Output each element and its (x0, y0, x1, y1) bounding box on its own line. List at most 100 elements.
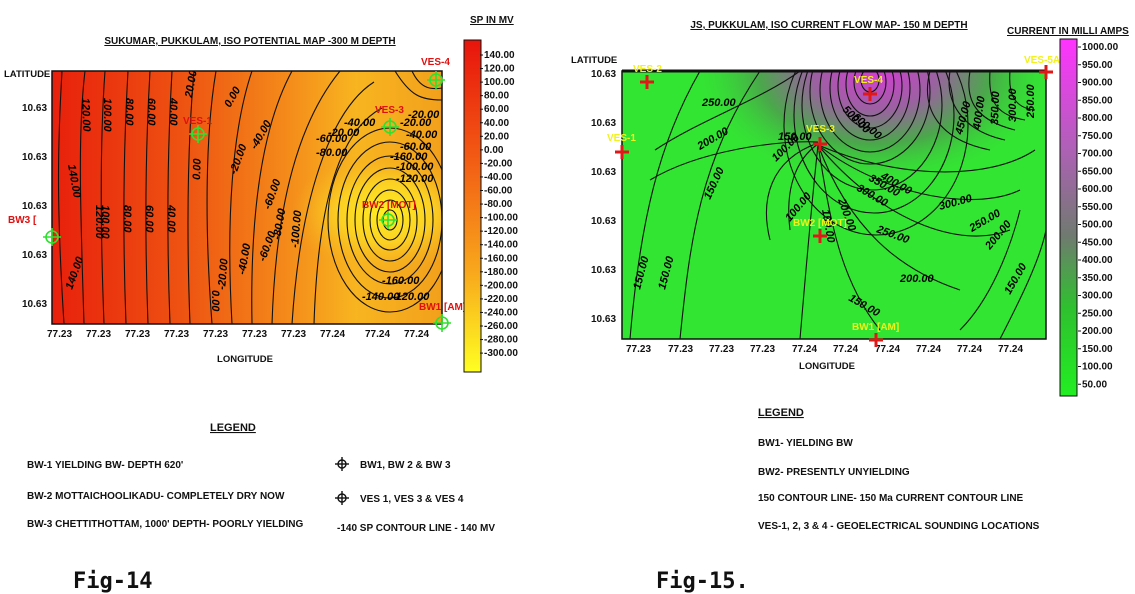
x-tick: 77.24 (792, 344, 817, 355)
y-tick: 10.63 (22, 152, 47, 163)
contour-label: -40.00 (236, 242, 253, 276)
x-tick: 77.24 (833, 344, 858, 355)
legend-item: BW1- YIELDING BW (758, 438, 853, 449)
x-tick: 77.23 (164, 329, 189, 340)
point-marker-ves5a (1039, 65, 1053, 79)
fig14-caption: Fig-14 (73, 569, 152, 594)
scale-label: -140.00 (484, 240, 518, 251)
point-marker-bw1 (433, 314, 451, 332)
scale-label: 150.00 (1082, 344, 1113, 355)
scale-label: -20.00 (484, 158, 513, 169)
legend-symbol-label: -140 SP CONTOUR LINE - 140 MV (337, 523, 495, 534)
contour-label: 300.00 (1007, 87, 1019, 122)
scale-label: -260.00 (484, 321, 518, 332)
contour-label: -160.00 (390, 151, 428, 163)
scale-label: 400.00 (1082, 255, 1113, 266)
scale-label: 650.00 (1082, 166, 1113, 177)
contour-label: -20.00 (400, 117, 432, 129)
legend-symbol-label: BW1, BW 2 & BW 3 (360, 460, 451, 471)
y-tick: 10.63 (591, 118, 616, 129)
scale-label: 350.00 (1082, 273, 1113, 284)
fig15-scale-labels: 1000.00 950.00 900.00 850.00 800.00 750.00 700… (1078, 42, 1119, 390)
scale-label: -60.00 (484, 186, 513, 197)
legend-item: 150 CONTOUR LINE- 150 Ma CURRENT CONTOUR… (758, 493, 1024, 504)
y-tick: 10.63 (22, 250, 47, 261)
scale-label: 200.00 (1082, 326, 1113, 337)
fig15-map: 250.00 200.00 150.00 100.00 150.00 100.0… (622, 71, 1046, 339)
contour-label: -20.00 (328, 127, 360, 139)
y-tick: 10.63 (591, 69, 616, 80)
contour-label: 40.00 (165, 204, 177, 233)
point-label-bw2: BW2 [MOT] (793, 218, 847, 229)
y-tick: 10.63 (22, 299, 47, 310)
point-marker-ves3 (813, 137, 827, 151)
contour-label: -80.00 (316, 147, 348, 159)
contour-label: -60.00 (400, 141, 432, 153)
point-marker-ves4 (863, 87, 877, 101)
contour-label: 250.00 (1025, 83, 1037, 119)
point-label-ves3: VES-3 (375, 105, 404, 116)
contour-label: -100.00 (396, 161, 434, 173)
scale-label: 100.00 (484, 77, 515, 88)
contour-label: 100.00 (101, 98, 113, 133)
contour-label: 60.00 (145, 98, 157, 126)
point-label-ves1: VES-1 (607, 133, 636, 144)
contour-label: 400.00 (971, 95, 988, 132)
contour-label: 140.00 (65, 163, 83, 199)
scale-label: 60.00 (484, 104, 509, 115)
legend-item: VES-1, 2, 3 & 4 - GEOELECTRICAL SOUNDING… (758, 521, 1040, 532)
x-tick: 77.24 (365, 329, 390, 340)
point-marker-bw3 (43, 228, 61, 246)
scale-label: -280.00 (484, 335, 518, 346)
scale-label: -300.00 (484, 348, 518, 359)
point-label-ves3: VES-3 (806, 124, 835, 135)
scale-label: -200.00 (484, 280, 518, 291)
scale-label: 80.00 (484, 91, 509, 102)
contour-label: 40.00 (167, 97, 179, 126)
contour-label: -120.00 (396, 173, 434, 185)
fig14-scale-labels: 140.00 120.00 100.00 80.00 60.00 40.00 20.00 0.… (480, 50, 518, 359)
contour-label: -120.00 (392, 291, 430, 303)
scale-label: 950.00 (1082, 60, 1113, 71)
x-tick: 77.23 (242, 329, 267, 340)
fig15-caption: Fig-15. (656, 569, 749, 594)
point-marker-bw1 (869, 333, 883, 347)
scale-label: 120.00 (484, 64, 515, 75)
x-tick: 77.24 (957, 344, 982, 355)
point-label-bw1: BW1 [AM] (419, 302, 466, 313)
x-tick: 77.23 (281, 329, 306, 340)
fig14-x-axis-label: LONGITUDE (217, 354, 273, 365)
fig15-panel: JS, PUKKULAM, ISO CURRENT FLOW MAP- 150 … (571, 20, 1129, 397)
scale-label: 850.00 (1082, 95, 1113, 106)
fig15-x-axis-label: LONGITUDE (799, 361, 855, 372)
contour-label: 0.00 (191, 157, 204, 180)
x-tick: 77.23 (125, 329, 150, 340)
point-label-bw1: BW1 [AM] (852, 322, 899, 333)
point-label-ves5a: VES-5A (1024, 55, 1060, 66)
legend-symbol-label: VES 1, VES 3 & VES 4 (360, 494, 464, 505)
x-tick: 77.23 (668, 344, 693, 355)
fig14-contour-labels: 140.00 120.00 100.00 80.00 60.00 40.00 2… (64, 71, 441, 312)
contour-label: 120.00 (93, 205, 105, 240)
fig15-scale-title: CURRENT IN MILLI AMPS (1007, 26, 1129, 37)
scale-label: 140.00 (484, 50, 515, 61)
point-marker-ves2 (640, 75, 654, 89)
scale-label: -240.00 (484, 307, 518, 318)
scale-label: -40.00 (484, 172, 513, 183)
fig14-x-ticks: 77.23 77.23 77.23 77.23 77.23 77.23 77.2… (47, 329, 429, 340)
fig15-y-axis-label: LATITUDE (571, 55, 617, 66)
contour-label: 80.00 (121, 205, 133, 233)
fig15-legend: LEGEND BW1- YIELDING BW BW2- PRESENTLY U… (758, 407, 1040, 532)
point-label-bw2: BW2 [MOT] (362, 200, 416, 211)
scale-label: 600.00 (1082, 184, 1113, 195)
x-tick: 77.23 (750, 344, 775, 355)
legend-symbol-marker-icon (335, 457, 349, 471)
fig15-legend-title: LEGEND (758, 407, 804, 419)
point-label-bw3: BW3 [ (8, 215, 37, 226)
fig15-color-scale (1059, 38, 1078, 397)
scale-label: 250.00 (1082, 308, 1113, 319)
contour-label: 80.00 (123, 98, 135, 126)
fig14-y-ticks: 10.63 10.63 10.63 10.63 10.63 (22, 103, 47, 310)
scale-label: 40.00 (484, 118, 509, 129)
scale-label: 750.00 (1082, 131, 1113, 142)
